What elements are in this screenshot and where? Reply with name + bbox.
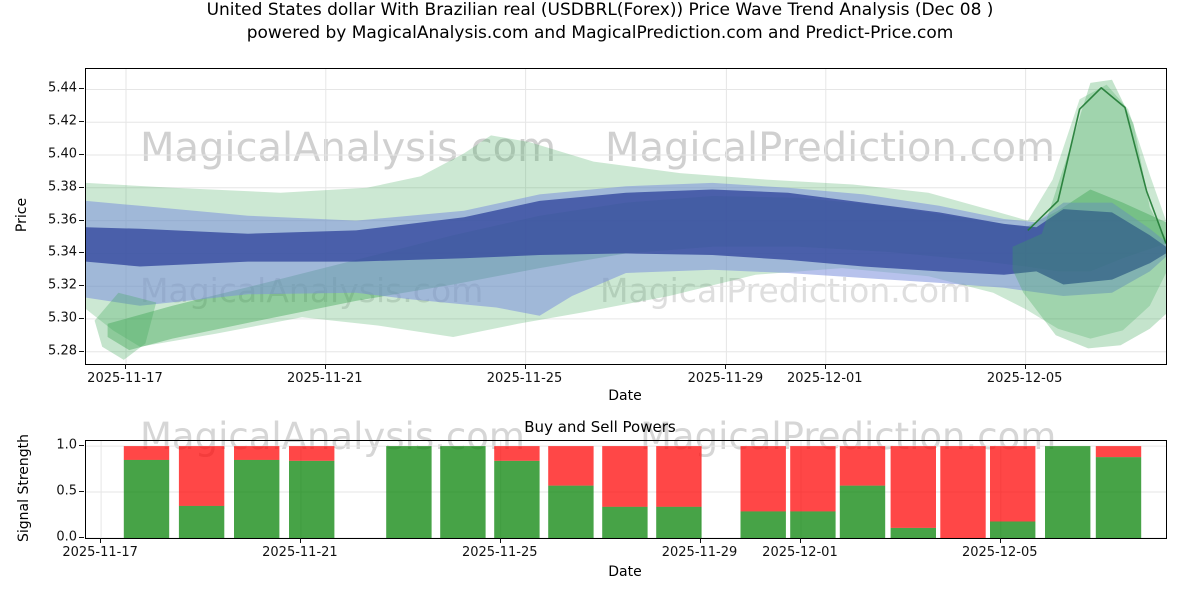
buy-power-bar bbox=[790, 511, 836, 538]
price-chart-plot bbox=[85, 68, 1167, 365]
price-xtick-label: 2025-11-17 bbox=[87, 371, 163, 386]
signal-xtick-label: 2025-11-25 bbox=[461, 545, 538, 560]
buy-power-bar bbox=[440, 446, 486, 538]
figure-title-line1: United States dollar With Brazilian real… bbox=[206, 0, 994, 20]
price-ytick-mark bbox=[79, 88, 84, 90]
price-xtick-mark bbox=[124, 364, 126, 369]
signal-chart-plot bbox=[85, 440, 1167, 539]
signal-xtick-label: 2025-11-17 bbox=[62, 545, 138, 560]
buy-power-bar bbox=[178, 505, 225, 538]
buy-power-bar bbox=[839, 485, 886, 538]
price-ytick-mark bbox=[79, 121, 84, 123]
price-xtick-label: 2025-12-01 bbox=[787, 371, 863, 386]
green-right-fan bbox=[1012, 79, 1166, 349]
price-xtick-mark bbox=[824, 364, 826, 369]
price-xtick-mark bbox=[725, 364, 727, 369]
price-ytick-label: 5.36 bbox=[48, 212, 77, 228]
price-ytick-label: 5.40 bbox=[48, 146, 77, 162]
price-ytick-mark bbox=[79, 252, 84, 254]
price-ytick-label: 5.42 bbox=[48, 113, 77, 129]
sell-power-bar bbox=[839, 446, 886, 486]
price-xtick-label: 2025-12-05 bbox=[986, 371, 1063, 386]
buy-power-bar bbox=[234, 459, 280, 538]
signal-xtick-label: 2025-11-21 bbox=[262, 545, 338, 560]
signal-ytick-mark bbox=[79, 445, 84, 447]
buy-power-bar bbox=[602, 506, 648, 538]
sell-power-bar bbox=[234, 446, 280, 460]
buy-power-bar bbox=[1095, 457, 1142, 538]
price-xtick-label: 2025-11-29 bbox=[687, 371, 764, 386]
price-ytick-label: 5.28 bbox=[48, 343, 77, 359]
signal-xtick-mark bbox=[299, 538, 301, 543]
green-trend-line bbox=[1027, 86, 1166, 244]
price-ytick-mark bbox=[79, 350, 84, 352]
price-ytick-mark bbox=[79, 317, 84, 319]
sell-power-bar bbox=[940, 446, 986, 538]
signal-xtick-label: 2025-12-01 bbox=[762, 545, 838, 560]
green-left-spike bbox=[94, 292, 157, 360]
figure-title: United States dollar With Brazilian real… bbox=[0, 0, 1200, 43]
sell-power-bar bbox=[990, 446, 1036, 522]
sell-power-bar bbox=[656, 446, 702, 507]
signal-ytick-label: 0.5 bbox=[56, 483, 77, 499]
sell-power-bar bbox=[548, 446, 594, 486]
price-ytick-label: 5.30 bbox=[48, 310, 77, 326]
price-ytick-mark bbox=[79, 219, 84, 221]
sell-power-bar bbox=[178, 446, 225, 506]
buy-power-bar bbox=[890, 527, 936, 538]
price-xtick-label: 2025-11-25 bbox=[486, 371, 563, 386]
sell-power-bar bbox=[602, 446, 648, 507]
buy-power-bar bbox=[289, 460, 335, 538]
signal-ytick-label: 0.0 bbox=[56, 529, 77, 545]
price-xtick-mark bbox=[1024, 364, 1026, 369]
sell-power-bar bbox=[123, 446, 170, 460]
signal-bars-svg bbox=[86, 441, 1166, 538]
price-wave-svg bbox=[86, 69, 1166, 364]
price-xtick-mark bbox=[524, 364, 526, 369]
buy-power-bar bbox=[123, 459, 170, 538]
buy-power-bar bbox=[656, 506, 702, 538]
sell-power-bar bbox=[790, 446, 836, 512]
buy-power-bar bbox=[1045, 446, 1091, 538]
price-ytick-mark bbox=[79, 186, 84, 188]
signal-chart-title: Buy and Sell Powers bbox=[524, 418, 676, 436]
signal-xtick-mark bbox=[100, 538, 102, 543]
price-ytick-label: 5.44 bbox=[48, 80, 77, 96]
buy-power-bar bbox=[740, 511, 786, 538]
price-xtick-mark bbox=[324, 364, 326, 369]
buy-power-bar bbox=[386, 446, 432, 538]
buy-power-bar bbox=[990, 521, 1036, 538]
sell-power-bar bbox=[494, 446, 540, 461]
sell-power-bar bbox=[740, 446, 786, 512]
price-ytick-label: 5.38 bbox=[48, 179, 77, 195]
buy-power-bar bbox=[494, 460, 540, 538]
price-ytick-mark bbox=[79, 154, 84, 156]
signal-xtick-label: 2025-11-29 bbox=[661, 545, 738, 560]
sell-power-bar bbox=[890, 446, 936, 528]
signal-xtick-mark bbox=[799, 538, 801, 543]
price-xtick-label: 2025-11-21 bbox=[286, 371, 363, 386]
blue-core-band bbox=[86, 189, 1166, 285]
signal-ytick-label: 1.0 bbox=[56, 437, 77, 453]
signal-xtick-mark bbox=[499, 538, 501, 543]
sell-power-bar bbox=[1095, 446, 1142, 458]
signal-ytick-mark bbox=[79, 491, 84, 493]
sell-power-bar bbox=[289, 446, 335, 461]
signal-x-axis-label: Date bbox=[608, 564, 642, 580]
signal-xtick-mark bbox=[999, 538, 1001, 543]
price-ytick-label: 5.32 bbox=[48, 277, 77, 293]
buy-power-bar bbox=[548, 485, 594, 538]
price-ytick-mark bbox=[79, 285, 84, 287]
signal-xtick-mark bbox=[699, 538, 701, 543]
figure-title-line2: powered by MagicalAnalysis.com and Magic… bbox=[246, 23, 954, 43]
price-ytick-label: 5.34 bbox=[48, 244, 77, 260]
signal-ytick-mark bbox=[79, 537, 84, 538]
price-x-axis-label: Date bbox=[608, 388, 642, 404]
signal-xtick-label: 2025-12-05 bbox=[961, 545, 1038, 560]
